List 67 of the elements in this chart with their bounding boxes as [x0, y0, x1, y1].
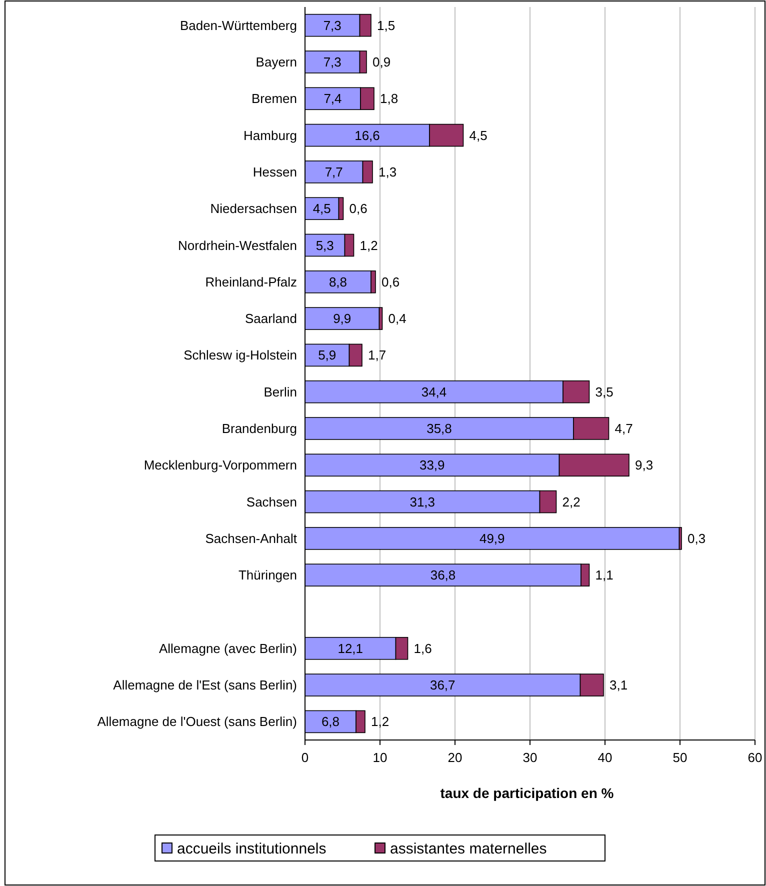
y-tick-label: Thüringen	[238, 568, 297, 583]
y-tick-label: Berlin	[264, 384, 297, 400]
y-tick-label: Schlesw ig-Holstein	[184, 348, 297, 363]
data-label: 35,8	[426, 421, 452, 436]
x-tick-label: 10	[372, 750, 388, 765]
y-tick-label: Bremen	[251, 91, 297, 106]
data-label: 7,4	[324, 91, 342, 106]
y-tick-label: Brandenburg	[222, 421, 297, 436]
data-label: 0,3	[688, 530, 706, 546]
data-label: 1,8	[380, 91, 398, 106]
data-label: 0,6	[382, 274, 400, 290]
data-label: 36,8	[430, 568, 456, 583]
data-label: 6,8	[321, 714, 340, 730]
y-tick-label: Bayern	[256, 54, 297, 70]
data-label: 1,7	[368, 348, 386, 363]
x-axis-title: taux de participation en %	[440, 785, 614, 801]
data-label: 36,7	[430, 678, 456, 693]
data-label: 34,4	[421, 384, 447, 400]
data-label: 9,3	[635, 458, 654, 473]
x-tick-label: 30	[522, 750, 538, 765]
y-tick-label: Allemagne de l'Ouest (sans Berlin)	[97, 714, 297, 730]
y-tick-label: Hamburg	[244, 128, 297, 143]
data-label: 5,9	[318, 348, 336, 363]
x-tick-label: 0	[301, 750, 309, 765]
data-label: 12,1	[338, 640, 364, 656]
y-tick-label: Allemagne (avec Berlin)	[158, 640, 297, 656]
data-label: 8,8	[328, 274, 348, 290]
y-tick-label: Niedersachsen	[210, 201, 297, 216]
data-label: 1,1	[595, 568, 614, 583]
data-label: 3,5	[595, 384, 614, 400]
data-label: 5,3	[316, 238, 334, 253]
data-label: 16,6	[354, 128, 380, 143]
y-tick-label: Saarland	[244, 311, 297, 326]
data-label: 0,6	[349, 201, 368, 216]
data-label: 31,3	[410, 494, 436, 510]
data-label: 2,2	[562, 494, 580, 510]
data-label: 4,7	[614, 421, 633, 436]
data-label: 7,3	[323, 54, 342, 70]
data-label: 1,3	[378, 164, 397, 180]
data-label: 0,4	[388, 311, 406, 326]
x-tick-label: 40	[598, 750, 612, 765]
data-label: 1,2	[360, 238, 378, 253]
y-tick-label: Rheinland-Pfalz	[205, 274, 297, 290]
x-tick-label: 60	[748, 750, 762, 765]
y-tick-label: Allemagne de l'Est (sans Berlin)	[113, 678, 297, 693]
y-tick-label: Baden-Württemberg	[180, 18, 297, 33]
data-label: 49,9	[479, 530, 505, 546]
data-label: 7,7	[324, 164, 343, 180]
data-label: 7,3	[323, 18, 342, 33]
data-label: 4,5	[469, 128, 488, 143]
data-label: 0,9	[372, 54, 391, 70]
y-tick-label: Sachsen-Anhalt	[205, 530, 298, 546]
y-tick-label: Hessen	[252, 164, 297, 180]
y-tick-label: Mecklenburg-Vorpommern	[144, 458, 297, 473]
data-label: 33,9	[419, 458, 445, 473]
x-tick-label: 20	[448, 750, 462, 765]
legend-label: assistantes maternelles	[390, 840, 547, 858]
legend-label: accueils institutionnels	[177, 840, 326, 858]
y-tick-label: Sachsen	[246, 494, 297, 510]
y-tick-label: Nordrhein-Westfalen	[178, 238, 297, 253]
x-tick-label: 50	[672, 750, 688, 765]
data-label: 9,9	[333, 311, 352, 326]
data-label: 1,5	[377, 18, 396, 33]
data-label: 3,1	[610, 678, 628, 693]
data-label: 1,6	[414, 640, 432, 656]
data-label: 4,5	[312, 201, 331, 216]
data-label: 1,2	[371, 714, 390, 730]
